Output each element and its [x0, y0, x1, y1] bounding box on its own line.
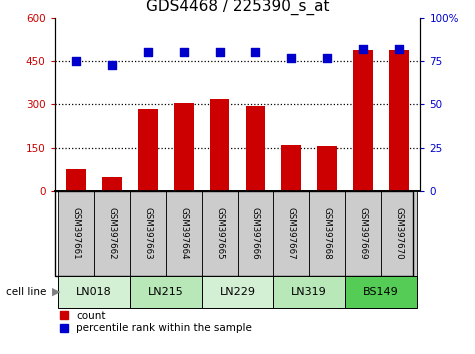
Bar — [58, 276, 130, 308]
Point — [287, 55, 295, 61]
Point — [180, 50, 188, 55]
Bar — [309, 191, 345, 276]
Text: ▶: ▶ — [52, 287, 61, 297]
Bar — [345, 191, 381, 276]
Point — [144, 50, 152, 55]
Text: GSM397669: GSM397669 — [359, 207, 368, 260]
Bar — [130, 276, 202, 308]
Text: GSM397661: GSM397661 — [72, 207, 81, 260]
Bar — [281, 145, 301, 191]
Text: GSM397668: GSM397668 — [323, 207, 332, 260]
Text: GSM397664: GSM397664 — [179, 207, 188, 260]
Text: GSM397670: GSM397670 — [394, 207, 403, 260]
Text: GSM397666: GSM397666 — [251, 207, 260, 260]
Point — [395, 46, 403, 52]
Title: GDS4468 / 225390_s_at: GDS4468 / 225390_s_at — [146, 0, 329, 15]
Point — [359, 46, 367, 52]
Point — [216, 50, 223, 55]
Point — [252, 50, 259, 55]
Bar — [353, 50, 373, 191]
Text: GSM397665: GSM397665 — [215, 207, 224, 260]
Text: LN229: LN229 — [219, 287, 256, 297]
Text: cell line: cell line — [6, 287, 50, 297]
Text: LN215: LN215 — [148, 287, 184, 297]
Bar — [202, 191, 238, 276]
Bar — [58, 191, 94, 276]
Bar — [317, 146, 337, 191]
Bar — [389, 50, 408, 191]
Legend: count, percentile rank within the sample: count, percentile rank within the sample — [60, 311, 252, 333]
Text: LN018: LN018 — [76, 287, 112, 297]
Bar — [238, 191, 273, 276]
Bar — [102, 177, 122, 191]
Bar — [273, 191, 309, 276]
Bar — [209, 99, 229, 191]
Text: GSM397663: GSM397663 — [143, 207, 152, 260]
Point — [72, 58, 80, 64]
Bar — [174, 103, 194, 191]
Text: LN319: LN319 — [291, 287, 327, 297]
Bar — [246, 106, 266, 191]
Bar — [138, 109, 158, 191]
Bar — [66, 170, 86, 191]
Bar — [202, 276, 273, 308]
Bar — [345, 276, 417, 308]
Text: GSM397662: GSM397662 — [107, 207, 116, 260]
Bar — [130, 191, 166, 276]
Text: BS149: BS149 — [363, 287, 399, 297]
Point — [108, 62, 116, 67]
Bar — [94, 191, 130, 276]
Bar — [381, 191, 417, 276]
Bar — [273, 276, 345, 308]
Point — [323, 55, 331, 61]
Bar — [166, 191, 202, 276]
Text: GSM397667: GSM397667 — [287, 207, 296, 260]
